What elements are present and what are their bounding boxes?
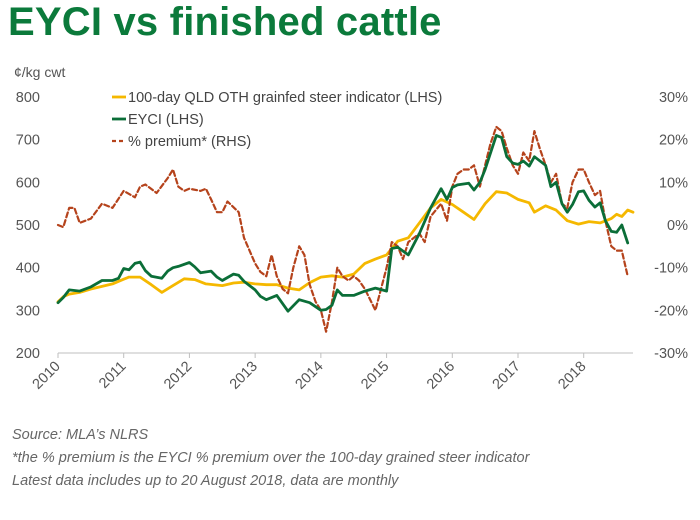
x-tick-label: 2016 <box>424 359 458 393</box>
latest-data-note: Latest data includes up to 20 August 201… <box>12 473 399 489</box>
right-y-tick-label: -20% <box>654 303 688 319</box>
series-line-1 <box>56 133 630 313</box>
right-y-tick-label: -30% <box>654 346 688 362</box>
left-y-tick-label: 400 <box>16 261 40 277</box>
chart-title: EYCI vs finished cattle <box>8 0 442 44</box>
series-line-2 <box>56 125 629 333</box>
right-y-tick-label: 10% <box>659 175 688 191</box>
x-tick-label: 2014 <box>293 359 327 393</box>
x-tick-label: 2017 <box>490 359 524 393</box>
series-line-0 <box>56 190 635 304</box>
left-y-tick-label: 200 <box>16 346 40 362</box>
legend: 100-day QLD OTH grainfed steer indicator… <box>112 90 442 150</box>
right-y-tick-label: 30% <box>659 90 688 106</box>
left-y-tick-label: 800 <box>16 90 40 106</box>
x-tick-label: 2012 <box>161 359 195 393</box>
x-tick-label: 2013 <box>227 359 261 393</box>
series-lines <box>56 125 635 333</box>
x-tick-label: 2010 <box>30 359 64 393</box>
source-note: Source: MLA’s NLRS <box>12 427 149 443</box>
left-y-tick-label: 600 <box>16 175 40 191</box>
x-tick-label: 2011 <box>96 359 129 392</box>
left-y-tick-label: 500 <box>16 218 40 234</box>
left-y-tick-label: 700 <box>16 133 40 149</box>
x-tick-label: 2018 <box>555 359 589 393</box>
legend-label: 100-day QLD OTH grainfed steer indicator… <box>128 90 442 106</box>
right-y-tick-label: 20% <box>659 133 688 149</box>
legend-label: % premium* (RHS) <box>128 134 251 150</box>
right-y-tick-label: -10% <box>654 261 688 277</box>
x-tick-label: 2015 <box>358 359 392 393</box>
axes: 200 300 400 500 600 700 800 -30% -20% -10% 0% 10% 20… <box>16 90 688 393</box>
right-y-tick-label: 0% <box>667 218 688 234</box>
legend-label: EYCI (LHS) <box>128 112 204 128</box>
left-axis-unit-label: ¢/kg cwt <box>14 64 66 80</box>
left-y-tick-label: 300 <box>16 303 40 319</box>
footnote: *the % premium is the EYCI % premium ove… <box>12 450 530 466</box>
